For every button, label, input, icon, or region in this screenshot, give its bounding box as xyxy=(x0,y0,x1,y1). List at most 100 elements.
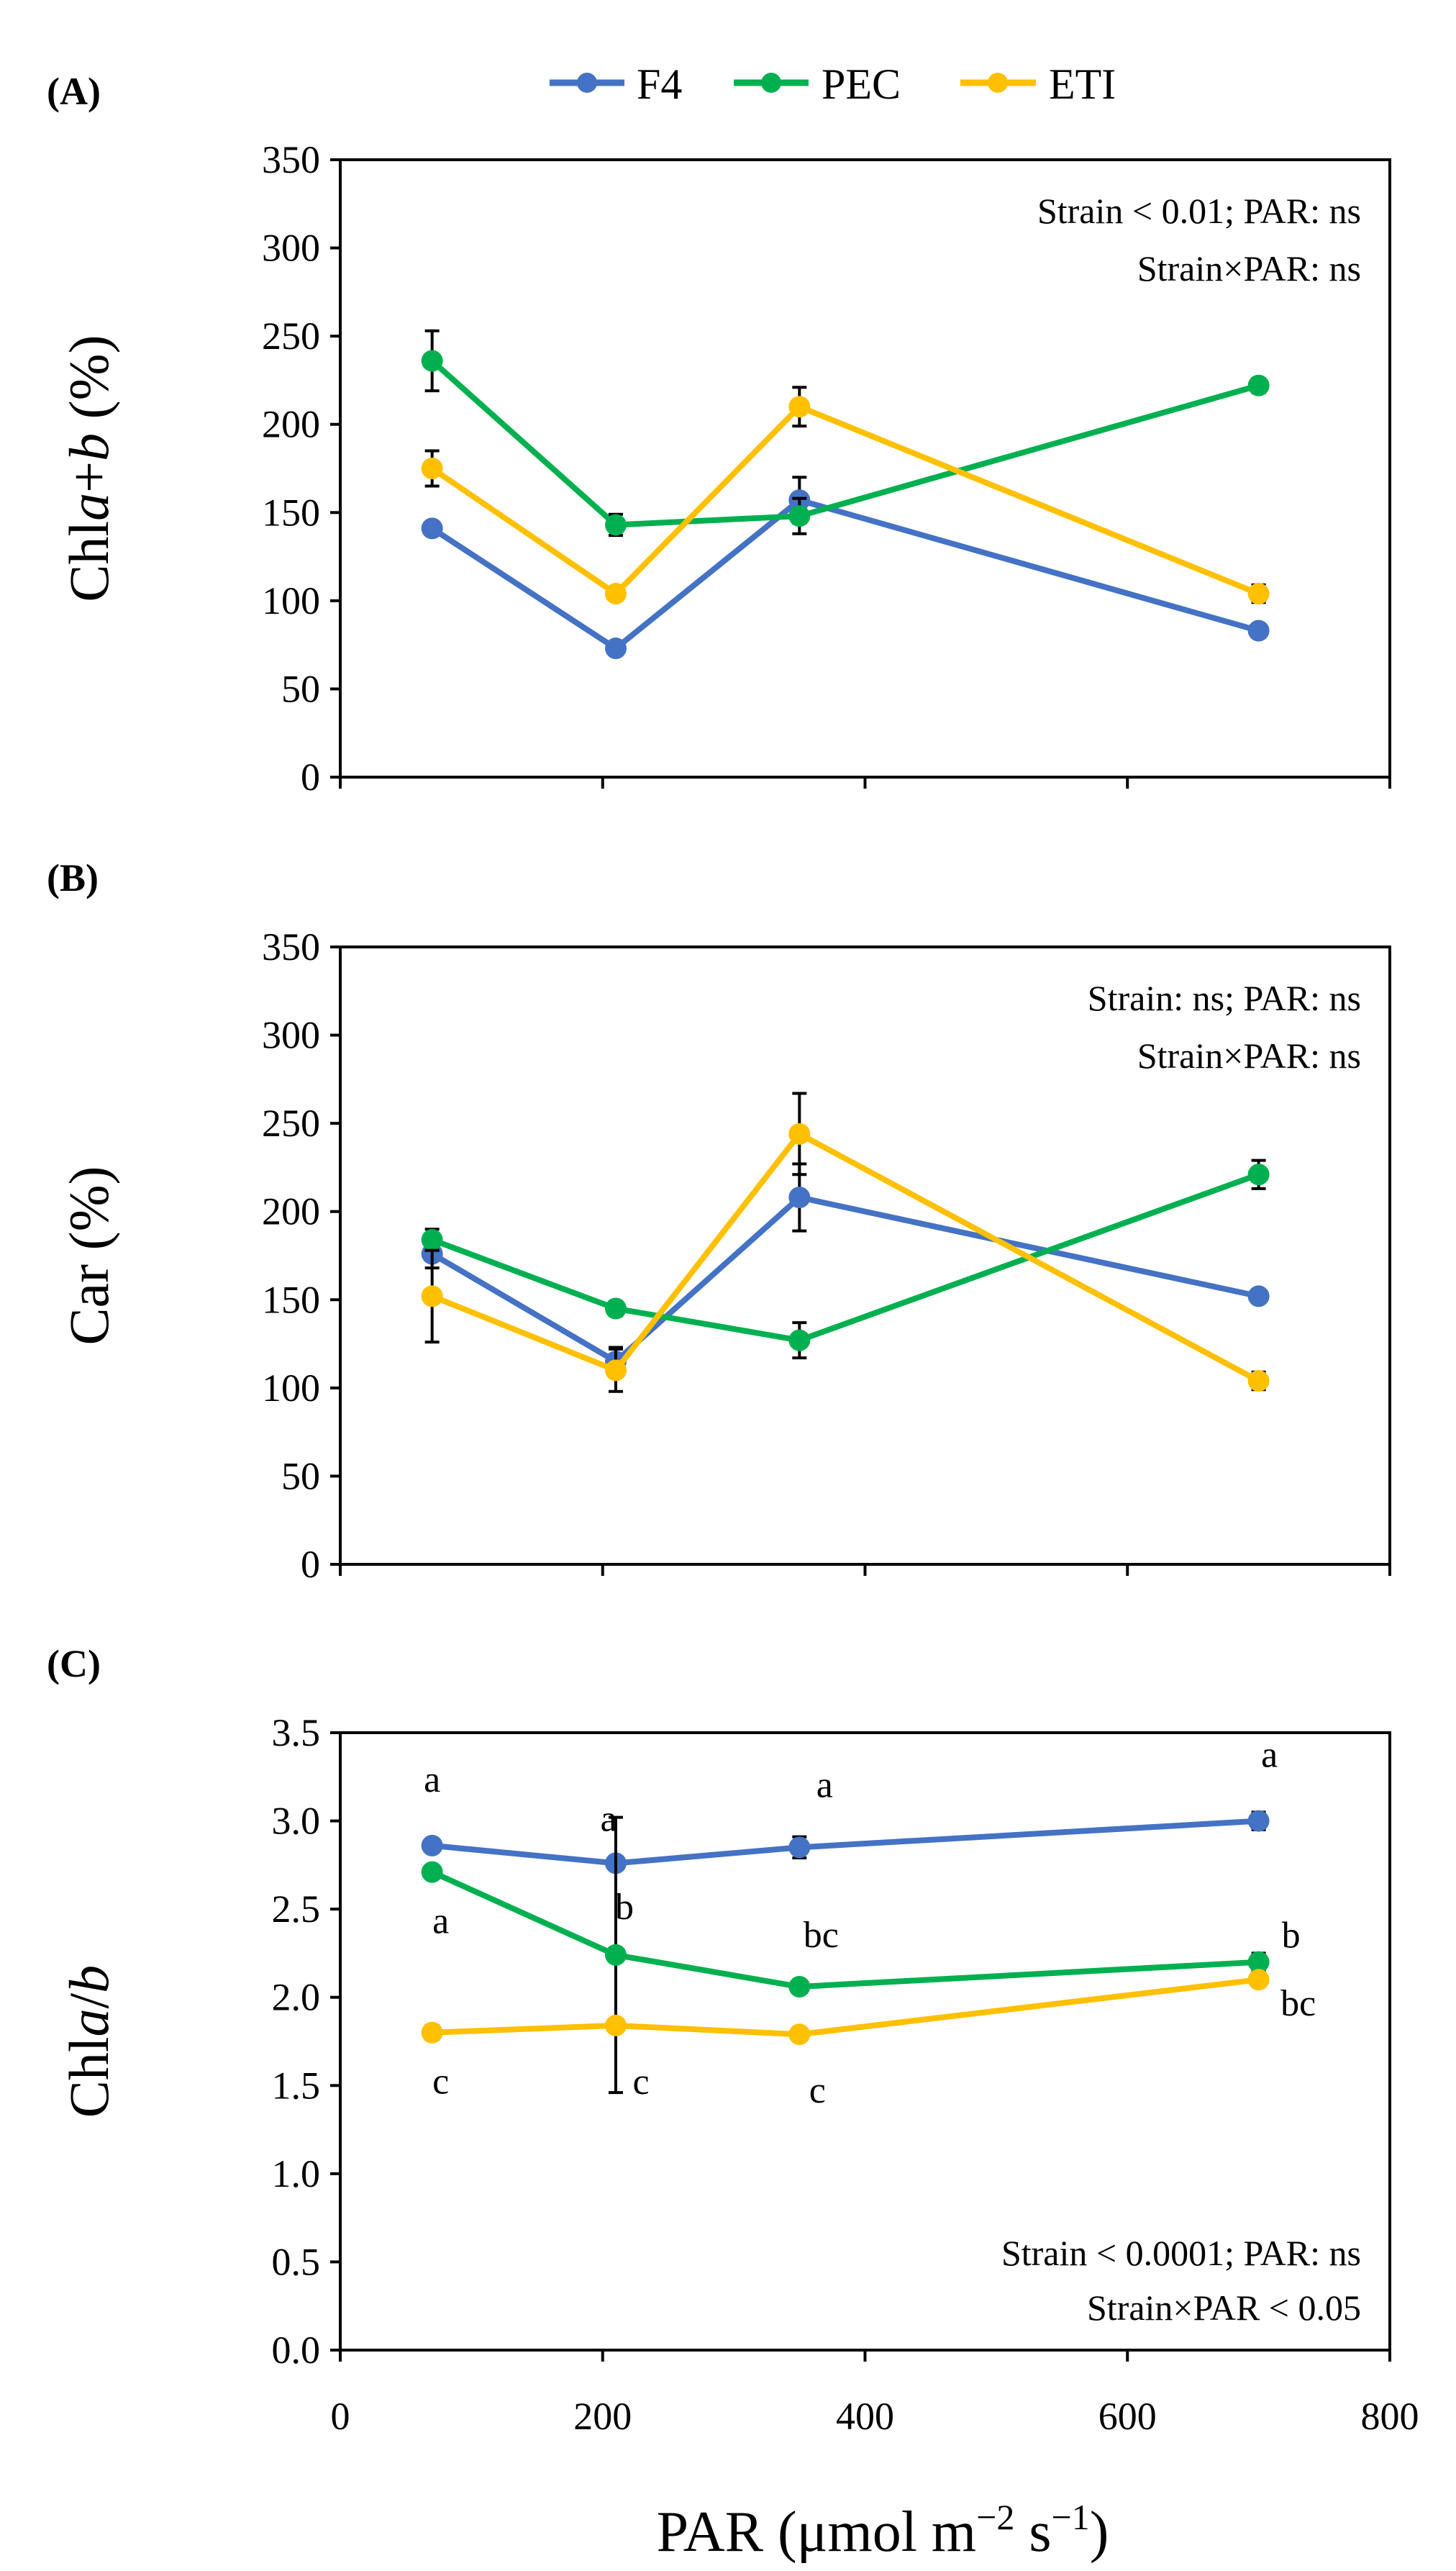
significance-letter: b xyxy=(1282,1915,1301,1956)
data-point xyxy=(788,1123,811,1145)
series-eti: c c c bc xyxy=(421,1969,1316,2111)
data-point xyxy=(421,1861,443,1883)
y-tick-label: 50 xyxy=(281,1454,320,1497)
data-point xyxy=(421,1834,443,1856)
panel-label: (A) xyxy=(47,70,101,113)
y-axis-label: Car (%) xyxy=(58,1166,120,1345)
legend-label-f4: F4 xyxy=(637,60,682,108)
legend-label-pec: PEC xyxy=(822,60,901,108)
significance-letter: a xyxy=(424,1759,440,1800)
panel-2: (C) 0.0 0.5 1.0 1.5 2.0 2.5 3.0 3.5 0 200 400 600 800… xyxy=(47,1642,1419,2438)
y-tick-label: 300 xyxy=(262,1014,320,1057)
x-tick-label: 800 xyxy=(1361,2395,1419,2438)
y-tick-label: 250 xyxy=(262,314,320,358)
data-point xyxy=(421,1285,443,1307)
y-tick-label: 2.5 xyxy=(272,1887,321,1931)
data-point xyxy=(1247,1370,1270,1392)
data-point xyxy=(604,1297,627,1320)
data-point xyxy=(604,638,627,660)
y-tick-label: 150 xyxy=(262,491,320,534)
y-tick-label: 350 xyxy=(262,925,320,969)
y-tick-label: 300 xyxy=(262,227,320,270)
data-point xyxy=(604,583,627,605)
panel-label: (B) xyxy=(47,856,99,899)
y-tick-label: 2.0 xyxy=(272,1976,321,2019)
y-tick-label: 1.5 xyxy=(272,2064,321,2107)
series-eti xyxy=(421,1092,1270,1393)
series-f4: a a a a xyxy=(421,1735,1278,1874)
x-axis-label: PAR (μmol m−2 s−1) xyxy=(657,2497,1109,2564)
data-point xyxy=(421,1228,443,1251)
significance-letter: bc xyxy=(804,1915,839,1956)
series-pec xyxy=(421,329,1270,538)
y-tick-label: 0.5 xyxy=(272,2240,321,2283)
y-tick-label: 0 xyxy=(301,1543,320,1586)
legend-marker-pec xyxy=(761,73,781,93)
legend-marker-eti xyxy=(988,73,1008,93)
y-tick-label: 100 xyxy=(262,579,320,622)
stats-annotation: Strain: ns; PAR: ns xyxy=(1088,978,1361,1018)
data-point xyxy=(788,1836,811,1859)
y-tick-label: 350 xyxy=(262,138,320,181)
legend: F4 PEC ETI xyxy=(550,60,1116,108)
data-point xyxy=(1247,1969,1270,1991)
significance-letter: a xyxy=(600,1798,616,1839)
data-point xyxy=(421,2021,443,2044)
series-line xyxy=(431,1130,1260,1384)
y-axis-label: Chla/b xyxy=(58,1965,120,2118)
y-tick-label: 0.0 xyxy=(272,2329,321,2372)
data-point xyxy=(604,2014,627,2036)
stats-annotation: Strain < 0.0001; PAR: ns xyxy=(1001,2233,1361,2273)
panel-label: (C) xyxy=(47,1642,101,1685)
series-pec xyxy=(421,1158,1270,1360)
y-tick-label: 200 xyxy=(262,403,320,446)
series-pec: a b bc b xyxy=(421,1815,1301,2095)
data-point xyxy=(1247,1164,1270,1186)
data-point xyxy=(604,514,627,536)
y-tick-label: 100 xyxy=(262,1366,320,1410)
data-point xyxy=(788,1329,811,1351)
series-line xyxy=(430,403,1260,598)
significance-letter: a xyxy=(432,1901,449,1942)
series-line xyxy=(432,1977,1260,2038)
significance-letter: c xyxy=(632,2062,649,2103)
series-eti xyxy=(421,386,1270,605)
series-line xyxy=(432,1818,1259,1867)
significance-letter: bc xyxy=(1280,1983,1316,2024)
data-point xyxy=(788,2023,811,2046)
panel-0: (A) 0 50 100 150 200 250 300 350 Chla+b (%) Strain… xyxy=(47,70,1391,799)
legend-label-eti: ETI xyxy=(1049,60,1116,108)
significance-letter: c xyxy=(432,2062,449,2103)
data-point xyxy=(1247,1810,1270,1832)
data-point xyxy=(1247,583,1270,605)
data-point xyxy=(421,517,443,540)
y-tick-label: 0 xyxy=(301,756,320,799)
data-point xyxy=(1247,1285,1270,1307)
data-point xyxy=(604,1359,627,1382)
y-tick-label: 150 xyxy=(262,1278,320,1321)
legend-marker-f4 xyxy=(577,73,597,93)
data-point xyxy=(421,458,443,479)
data-point xyxy=(788,396,811,418)
stats-annotation: Strain×PAR < 0.05 xyxy=(1087,2287,1361,2328)
y-tick-label: 250 xyxy=(262,1102,320,1145)
significance-letter: b xyxy=(615,1887,634,1928)
data-point xyxy=(1247,374,1270,396)
y-tick-label: 3.5 xyxy=(272,1711,321,1754)
data-point xyxy=(788,505,811,527)
data-point xyxy=(788,1187,811,1209)
y-axis-label: Chla+b (%) xyxy=(58,335,120,602)
data-point xyxy=(1247,1951,1270,1973)
data-point xyxy=(421,350,443,372)
significance-letter: a xyxy=(1261,1735,1278,1776)
stats-annotation: Strain×PAR: ns xyxy=(1137,248,1361,289)
significance-letter: a xyxy=(816,1764,833,1805)
x-tick-label: 0 xyxy=(331,2395,350,2438)
y-tick-label: 1.0 xyxy=(272,2152,321,2195)
series-line xyxy=(431,1869,1259,1990)
x-tick-label: 200 xyxy=(573,2395,632,2438)
data-point xyxy=(604,1944,627,1966)
y-tick-label: 3.0 xyxy=(272,1800,321,1843)
panel-1: (B) 0 50 100 150 200 250 300 350 Car (%) Strain: n… xyxy=(47,856,1391,1586)
